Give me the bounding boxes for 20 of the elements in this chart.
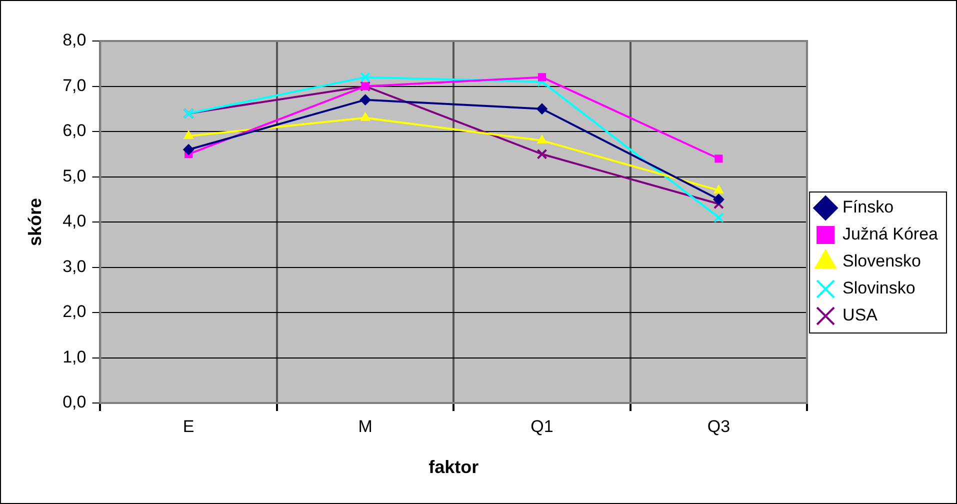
y-tick-label: 0,0 bbox=[62, 392, 86, 412]
y-tick-label: 3,0 bbox=[62, 256, 86, 276]
legend-label: USA bbox=[842, 306, 878, 325]
x-tick-label: M bbox=[358, 416, 372, 436]
y-axis-title: skóre bbox=[24, 198, 45, 246]
legend-label: Fínsko bbox=[842, 198, 894, 217]
x-tick-label: Q3 bbox=[707, 416, 730, 436]
x-axis-title: faktor bbox=[428, 457, 479, 478]
legend-label: Južná Kórea bbox=[842, 224, 939, 244]
x-tick-label: Q1 bbox=[530, 416, 554, 436]
y-tick-label: 1,0 bbox=[62, 347, 86, 366]
legend-label: Slovinsko bbox=[842, 278, 916, 298]
legend-label: Slovensko bbox=[842, 252, 921, 271]
y-tick-label: 2,0 bbox=[62, 302, 86, 322]
y-tick-label: 5,0 bbox=[62, 166, 86, 186]
y-tick-label: 7,0 bbox=[62, 76, 86, 95]
y-tick-label: 6,0 bbox=[62, 121, 86, 140]
y-tick-label: 4,0 bbox=[62, 212, 86, 231]
y-tick-label: 8,0 bbox=[62, 30, 86, 50]
x-tick-label: E bbox=[182, 416, 194, 436]
